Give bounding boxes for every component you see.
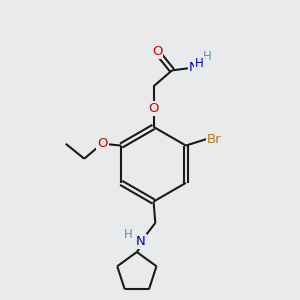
Text: O: O [148,102,159,115]
Text: O: O [98,137,108,150]
Text: N: N [189,61,199,74]
Text: H: H [203,50,212,63]
Text: H: H [124,229,133,242]
Text: Br: Br [207,133,222,146]
Text: O: O [152,45,162,58]
Text: H: H [195,57,204,70]
Text: N: N [136,235,146,248]
